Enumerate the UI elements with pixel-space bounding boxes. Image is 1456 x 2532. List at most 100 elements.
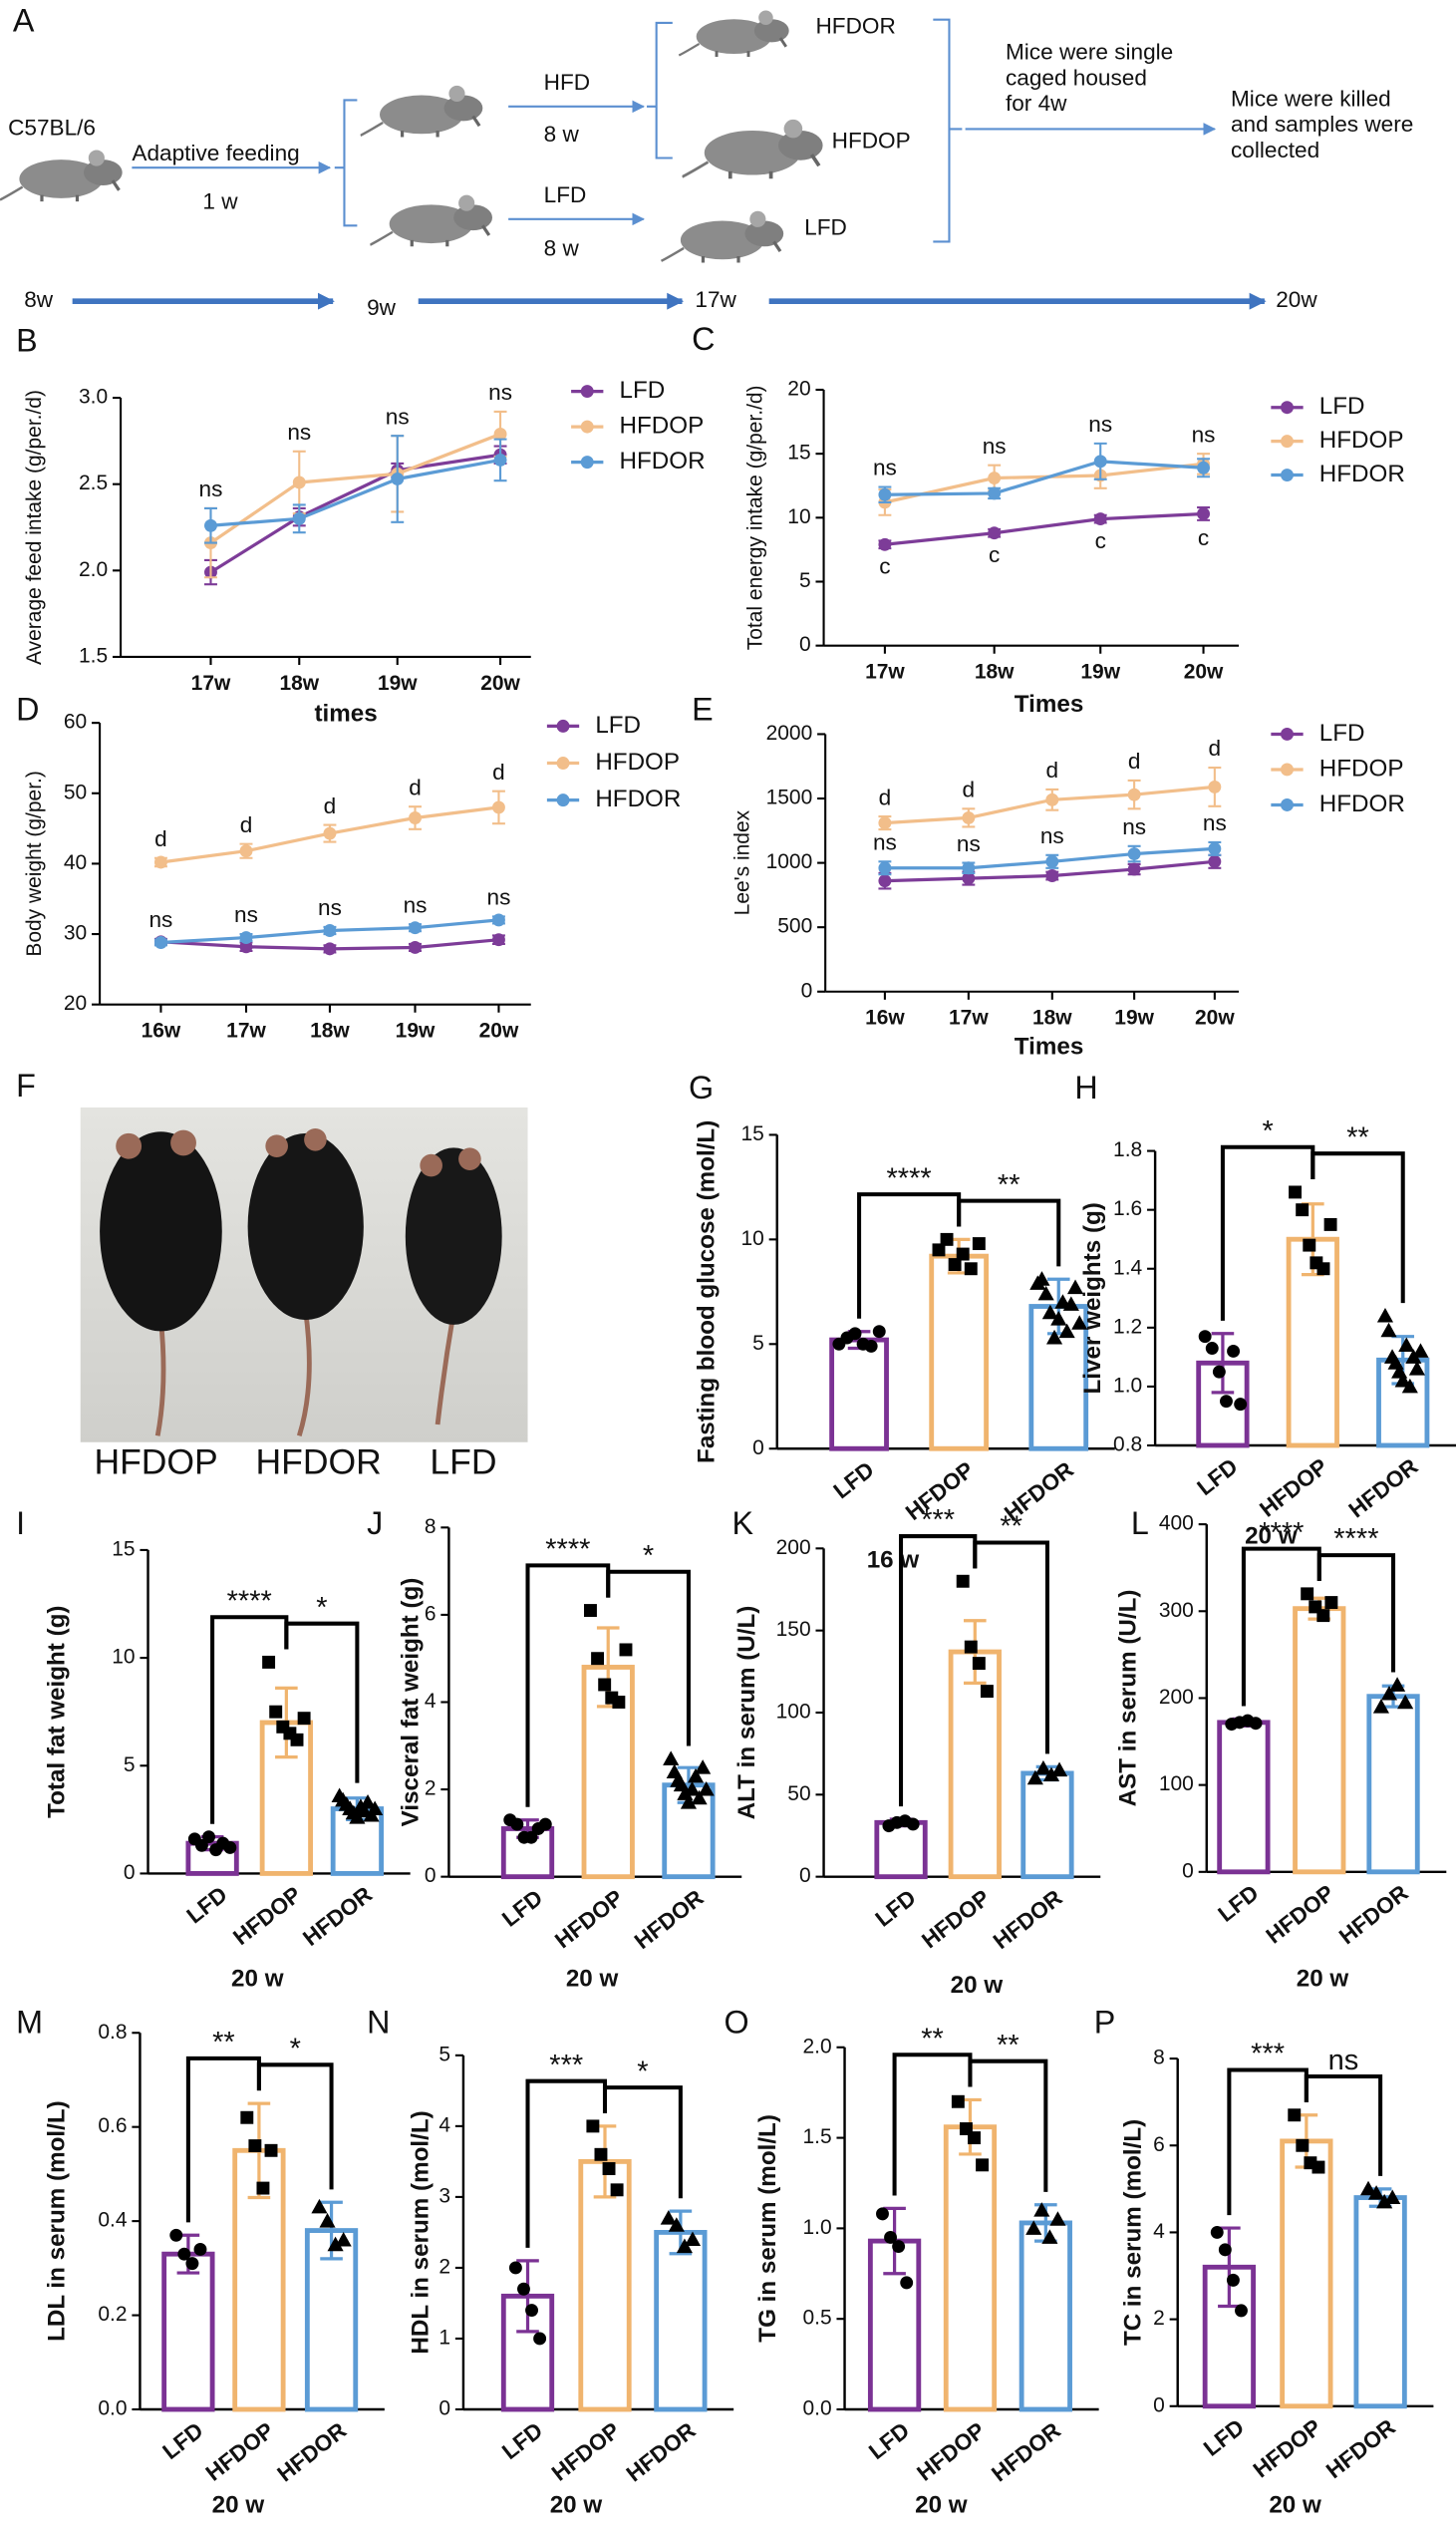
point bbox=[988, 486, 1002, 500]
y-tick-label: 4 bbox=[438, 2113, 450, 2136]
data-point bbox=[1384, 2189, 1401, 2205]
x-tick-label: HFDOP bbox=[201, 2417, 279, 2485]
bar bbox=[500, 1826, 555, 1880]
y-tick-label: 50 bbox=[787, 1782, 810, 1805]
group-label: HFDOR bbox=[815, 14, 895, 39]
y-tick-label: 1.0 bbox=[802, 2216, 831, 2239]
bar bbox=[943, 2124, 998, 2412]
bar bbox=[874, 1819, 928, 1880]
legend-marker bbox=[1281, 727, 1294, 741]
data-point bbox=[948, 1258, 962, 1272]
point bbox=[1197, 507, 1211, 520]
annotation: d bbox=[492, 760, 505, 785]
data-point bbox=[892, 2240, 906, 2254]
data-point bbox=[1033, 1271, 1050, 1286]
annotation: ns bbox=[1088, 412, 1112, 437]
y-tick-label: 1.5 bbox=[79, 645, 108, 668]
y-axis-label: Total fat weight (g) bbox=[44, 1606, 71, 1818]
mouse-photo bbox=[100, 1127, 502, 1437]
data-point bbox=[1296, 1203, 1310, 1217]
point bbox=[1093, 455, 1107, 469]
y-tick-label: 3.0 bbox=[79, 386, 108, 409]
y-tick-label: 3 bbox=[438, 2184, 450, 2207]
data-point bbox=[1034, 1759, 1051, 1775]
data-point bbox=[240, 2110, 254, 2124]
data-point bbox=[1301, 1587, 1314, 1601]
data-point bbox=[1071, 1315, 1088, 1330]
panel-label: J bbox=[367, 1505, 383, 1541]
y-tick-label: 300 bbox=[1159, 1599, 1194, 1622]
bar bbox=[929, 1253, 990, 1451]
data-point bbox=[1316, 1609, 1330, 1623]
y-tick-label: 2 bbox=[438, 2255, 450, 2278]
annotation: d bbox=[879, 785, 892, 809]
x-tick-label: HFDOR bbox=[989, 1885, 1067, 1954]
data-point bbox=[1368, 2185, 1385, 2200]
data-point bbox=[335, 2231, 352, 2247]
y-tick-label: 0 bbox=[801, 979, 813, 1002]
error-bar bbox=[1211, 1332, 1235, 1395]
data-point bbox=[1049, 2211, 1066, 2226]
point bbox=[1045, 792, 1059, 806]
mouse-icon bbox=[682, 117, 825, 181]
x-tick-label: HFDOP bbox=[228, 1882, 306, 1950]
y-tick-label: 40 bbox=[64, 851, 87, 874]
data-point bbox=[980, 1685, 994, 1699]
x-axis-label: 20 w bbox=[1245, 1522, 1298, 1549]
data-point bbox=[1042, 1766, 1060, 1782]
x-tick-label: 20w bbox=[480, 672, 520, 695]
legend-label: LFD bbox=[595, 712, 641, 739]
y-tick-label: 0.6 bbox=[98, 2114, 127, 2137]
data-point bbox=[684, 2231, 702, 2246]
x-axis-label: Times bbox=[1015, 691, 1084, 718]
annotation: ns bbox=[1040, 823, 1064, 848]
data-point bbox=[687, 1767, 705, 1783]
point bbox=[878, 537, 892, 551]
legend-label: HFDOP bbox=[595, 749, 680, 776]
split-bracket bbox=[646, 21, 673, 159]
y-tick-label: 0.0 bbox=[802, 2397, 831, 2420]
annotation: ns bbox=[873, 456, 897, 480]
data-point bbox=[976, 2158, 990, 2172]
y-tick-label: 150 bbox=[776, 1618, 811, 1641]
x-tick-label: HFDOR bbox=[622, 2417, 701, 2486]
y-tick-label: 8 bbox=[425, 1515, 437, 1538]
y-tick-label: 5 bbox=[438, 2043, 450, 2065]
data-point bbox=[964, 1262, 978, 1276]
x-axis-label: 20 w bbox=[915, 2491, 968, 2518]
data-point bbox=[1303, 1238, 1316, 1252]
split-bracket bbox=[334, 99, 358, 227]
legend-marker bbox=[556, 757, 570, 770]
step-label: and samples were bbox=[1231, 112, 1413, 137]
data-point bbox=[1394, 1372, 1411, 1388]
data-point bbox=[1198, 1330, 1212, 1344]
data-point bbox=[1249, 1717, 1263, 1731]
significance-label: **** bbox=[227, 1585, 272, 1617]
data-point bbox=[223, 1841, 237, 1854]
annotation: ns bbox=[1192, 422, 1216, 447]
panel-label: G bbox=[689, 1070, 714, 1106]
data-point bbox=[1227, 1345, 1241, 1358]
bar bbox=[500, 2293, 555, 2412]
significance-bracket bbox=[1316, 1553, 1396, 1673]
y-axis-label: TC in serum (mol/L) bbox=[1120, 2119, 1147, 2346]
y-tick-label: 0.4 bbox=[98, 2209, 127, 2232]
x-tick-label: HFDOP bbox=[1249, 2414, 1326, 2482]
data-point bbox=[1058, 1323, 1075, 1339]
annotation: ns bbox=[1203, 810, 1227, 835]
x-axis-label: 20 w bbox=[566, 1965, 619, 1992]
y-axis-label: Average feed intake (g/per./d) bbox=[23, 390, 46, 665]
annotation: ns bbox=[873, 830, 897, 855]
x-axis-label: 20 w bbox=[1297, 1965, 1349, 1992]
significance-bracket bbox=[1304, 2073, 1383, 2176]
x-tick-label: LFD bbox=[829, 1457, 879, 1504]
step-label: 8 w bbox=[544, 122, 580, 147]
x-axis-label: 16 w bbox=[867, 1547, 920, 1574]
data-point bbox=[1235, 2304, 1248, 2318]
annotation: d bbox=[154, 826, 167, 851]
y-axis-label: LDL in serum (mol/L) bbox=[44, 2100, 71, 2342]
point bbox=[962, 871, 976, 885]
step-label: Adaptive feeding bbox=[132, 141, 299, 165]
data-point bbox=[1380, 1686, 1398, 1701]
legend-marker bbox=[1281, 763, 1294, 777]
